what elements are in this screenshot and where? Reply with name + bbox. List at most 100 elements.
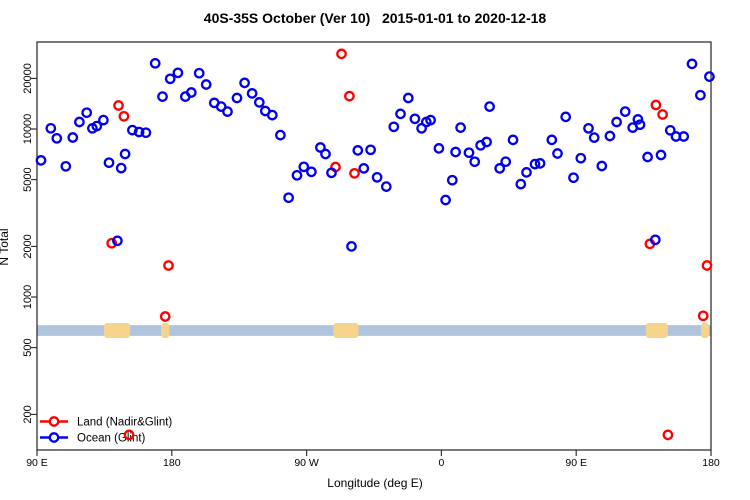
- data-point-ocean: [283, 192, 294, 204]
- legend-item-label: Land (Nadir&Glint): [77, 417, 172, 429]
- ocean-band: [37, 325, 711, 336]
- plot-frame: [36, 41, 712, 451]
- data-point-ocean: [112, 235, 123, 247]
- land-segment-australia: [104, 323, 131, 338]
- data-point-ocean: [521, 167, 532, 178]
- data-point-ocean: [649, 234, 661, 246]
- y-axis-label: N Total: [0, 228, 11, 265]
- data-point-land: [163, 260, 174, 271]
- data-point-ocean: [583, 122, 594, 134]
- data-point-ocean: [133, 126, 145, 138]
- legend-marker-land: [48, 416, 60, 427]
- data-point-ocean: [686, 58, 698, 70]
- data-point-land: [662, 429, 674, 441]
- data-point-land: [650, 99, 662, 111]
- data-point-ocean: [484, 101, 495, 112]
- data-point-ocean: [91, 120, 103, 132]
- data-point-ocean: [352, 145, 364, 156]
- data-point-land: [344, 90, 355, 102]
- data-point-ocean: [695, 89, 706, 101]
- data-point-ocean: [140, 127, 152, 139]
- data-point-ocean: [529, 158, 541, 170]
- data-point-ocean: [664, 124, 676, 136]
- data-point-ocean: [534, 158, 546, 169]
- data-point-ocean: [149, 57, 161, 69]
- data-point-ocean: [164, 73, 176, 85]
- y-tick-label: 2000: [22, 234, 34, 258]
- data-point-ocean: [634, 119, 646, 131]
- data-point-ocean: [231, 92, 243, 104]
- land-segment-new-zealand-wrap: [700, 323, 709, 338]
- x-axis-label: Longitude (deg E): [327, 476, 423, 490]
- data-point-ocean: [45, 122, 57, 134]
- data-point-ocean: [253, 97, 265, 108]
- data-point-ocean: [119, 148, 131, 160]
- data-point-ocean: [185, 87, 197, 98]
- data-point-ocean: [127, 124, 138, 136]
- data-point-ocean: [358, 163, 370, 174]
- data-point-ocean: [446, 174, 458, 186]
- data-point-land: [701, 260, 713, 271]
- x-tick-label: 90 W: [294, 457, 319, 469]
- data-point-land: [113, 100, 124, 111]
- y-tick-label: 10000: [22, 114, 34, 145]
- land-segment-new-zealand: [161, 323, 170, 338]
- data-point-ocean: [115, 162, 127, 174]
- legend-marker-ocean: [48, 432, 60, 443]
- data-point-ocean: [632, 114, 644, 125]
- y-tick-label: 500: [22, 338, 34, 356]
- data-point-ocean: [425, 114, 436, 126]
- data-point-ocean: [320, 148, 331, 160]
- data-point-ocean: [98, 114, 109, 126]
- data-point-ocean: [642, 151, 653, 163]
- data-point-ocean: [500, 156, 512, 168]
- data-point-ocean: [604, 130, 616, 142]
- data-point-ocean: [380, 181, 392, 192]
- data-point-ocean: [246, 88, 258, 99]
- data-point-ocean: [596, 160, 608, 172]
- data-point-land: [349, 167, 360, 179]
- data-point-ocean: [275, 129, 286, 141]
- data-point-ocean: [239, 77, 250, 89]
- land-segment-australia-wrap: [645, 323, 668, 338]
- data-point-ocean: [619, 106, 631, 117]
- data-point-ocean: [552, 148, 563, 159]
- y-tick-label: 200: [22, 405, 34, 423]
- data-point-ocean: [494, 163, 506, 174]
- data-point-ocean: [326, 167, 337, 179]
- data-point-ocean: [172, 67, 184, 79]
- data-point-ocean: [298, 161, 310, 173]
- x-tick-label: 0: [438, 457, 444, 469]
- data-point-ocean: [51, 132, 63, 144]
- data-point-ocean: [450, 146, 461, 158]
- data-point-ocean: [388, 121, 400, 133]
- data-point-ocean: [67, 132, 79, 143]
- data-point-ocean: [215, 101, 227, 112]
- data-point-land: [159, 311, 171, 322]
- data-point-ocean: [346, 241, 357, 252]
- chart-title: 40S-35S October (Ver 10) 2015-01-01 to 2…: [203, 10, 547, 26]
- data-point-ocean: [575, 152, 587, 164]
- data-point-ocean: [371, 171, 383, 183]
- legend-item-label: Ocean (Glint): [77, 433, 146, 445]
- y-tick-label: 20000: [22, 63, 34, 94]
- data-point-ocean: [291, 169, 303, 181]
- data-point-land: [118, 110, 130, 122]
- data-point-ocean: [200, 79, 212, 90]
- data-point-ocean: [481, 136, 492, 148]
- data-point-ocean: [35, 155, 47, 166]
- data-point-land: [697, 310, 709, 322]
- data-point-ocean: [60, 160, 72, 172]
- data-point-ocean: [546, 134, 558, 146]
- data-point-ocean: [365, 144, 376, 156]
- data-point-ocean: [157, 91, 168, 102]
- data-point-ocean: [515, 178, 527, 190]
- data-point-land: [657, 109, 668, 120]
- data-point-land: [123, 429, 135, 441]
- data-point-ocean: [409, 113, 421, 125]
- data-point-ocean: [507, 134, 519, 146]
- x-tick-label: 90 E: [565, 457, 587, 469]
- data-point-ocean: [469, 156, 481, 168]
- data-point-ocean: [568, 172, 579, 184]
